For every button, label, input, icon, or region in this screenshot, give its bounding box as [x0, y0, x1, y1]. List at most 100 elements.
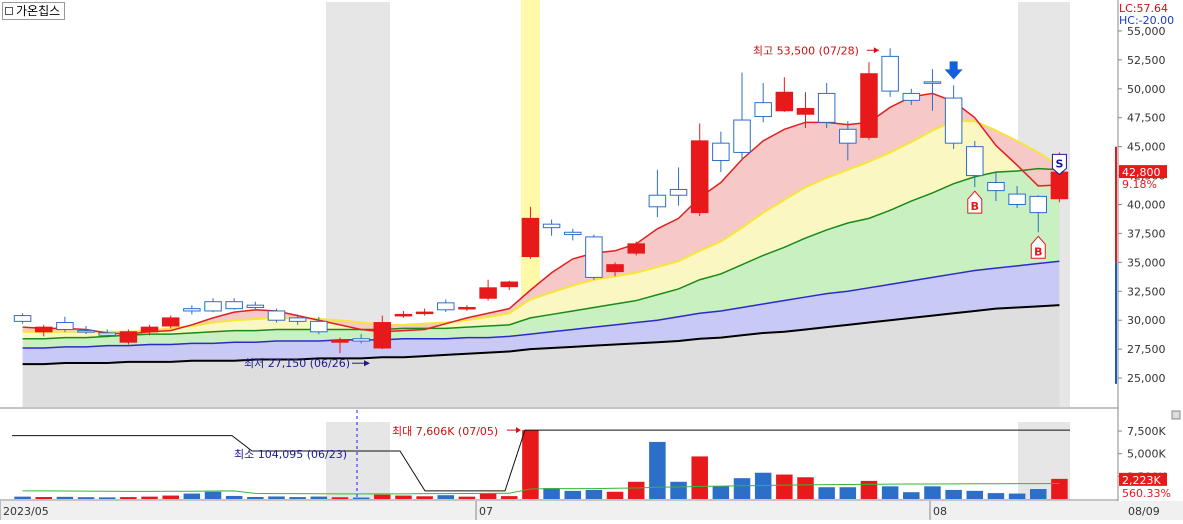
- volume-bar[interactable]: [183, 493, 201, 499]
- volume-bar[interactable]: [479, 493, 497, 499]
- volume-bar[interactable]: [839, 487, 857, 499]
- candle-body[interactable]: [267, 310, 286, 321]
- volume-bar[interactable]: [204, 491, 222, 499]
- candle-body[interactable]: [923, 81, 942, 84]
- volume-bar[interactable]: [501, 496, 518, 499]
- volume-bar[interactable]: [797, 477, 814, 499]
- volume-bar[interactable]: [903, 492, 920, 499]
- volume-bar[interactable]: [77, 497, 95, 499]
- candle-body[interactable]: [881, 55, 899, 92]
- candle-body[interactable]: [119, 331, 138, 343]
- volume-bar[interactable]: [1030, 489, 1047, 499]
- volume-bar[interactable]: [564, 490, 581, 499]
- candle-body[interactable]: [13, 315, 32, 322]
- volume-bar[interactable]: [120, 497, 137, 499]
- candle-body[interactable]: [839, 128, 857, 144]
- candle-body[interactable]: [458, 306, 476, 310]
- candle-body[interactable]: [352, 338, 370, 342]
- volume-bar[interactable]: [881, 486, 899, 499]
- volume-bar[interactable]: [310, 496, 328, 499]
- candle-body[interactable]: [521, 217, 540, 258]
- candle-body[interactable]: [204, 301, 222, 312]
- volume-bar[interactable]: [331, 497, 349, 499]
- candle-body[interactable]: [1029, 195, 1048, 214]
- candle-body[interactable]: [246, 304, 265, 308]
- volume-bar[interactable]: [268, 496, 285, 499]
- volume-bar[interactable]: [437, 495, 455, 499]
- candle-body[interactable]: [161, 317, 180, 327]
- candle-body[interactable]: [796, 107, 815, 115]
- volume-bar[interactable]: [352, 497, 370, 499]
- volume-bar[interactable]: [627, 481, 645, 499]
- candle-body[interactable]: [648, 194, 667, 208]
- candle-body[interactable]: [1008, 193, 1026, 205]
- candle-body[interactable]: [310, 320, 328, 333]
- ticker-title-box[interactable]: 가온칩스: [2, 2, 66, 20]
- candle-body[interactable]: [331, 339, 349, 343]
- candle-body[interactable]: [56, 322, 74, 330]
- candle-body[interactable]: [140, 326, 159, 333]
- candle-body[interactable]: [542, 223, 561, 229]
- candle-body[interactable]: [817, 92, 836, 123]
- volume-bar[interactable]: [225, 495, 243, 499]
- candle-body[interactable]: [944, 97, 963, 144]
- volume-bar[interactable]: [522, 430, 539, 499]
- candle-body[interactable]: [754, 102, 772, 118]
- candle-body[interactable]: [288, 317, 307, 322]
- candle-body[interactable]: [415, 311, 434, 315]
- volume-bar[interactable]: [374, 494, 391, 499]
- volume-bar[interactable]: [35, 497, 52, 499]
- candle-body[interactable]: [437, 302, 455, 311]
- volume-bar[interactable]: [987, 493, 1005, 499]
- volume-bar[interactable]: [966, 490, 984, 499]
- volume-bar[interactable]: [416, 496, 433, 499]
- candle-body[interactable]: [585, 236, 603, 278]
- candle-body[interactable]: [606, 264, 624, 273]
- candle-body[interactable]: [225, 301, 243, 310]
- candle-body[interactable]: [563, 231, 582, 236]
- volume-bar[interactable]: [860, 480, 878, 499]
- volume-bar[interactable]: [691, 456, 708, 499]
- volume-close-icon[interactable]: [1171, 410, 1181, 420]
- candle-body[interactable]: [987, 182, 1005, 192]
- volume-bar[interactable]: [162, 495, 179, 499]
- volume-bar[interactable]: [733, 478, 751, 499]
- volume-bar[interactable]: [543, 488, 560, 499]
- volume-bar[interactable]: [458, 496, 476, 499]
- candle-body[interactable]: [690, 140, 709, 214]
- candle-body[interactable]: [902, 92, 921, 101]
- candle-body[interactable]: [733, 119, 751, 153]
- volume-bar[interactable]: [395, 495, 412, 499]
- collapse-icon[interactable]: [5, 7, 13, 15]
- candle-body[interactable]: [183, 308, 201, 312]
- candle-body[interactable]: [373, 322, 392, 349]
- candle-body[interactable]: [775, 91, 794, 112]
- volume-bar[interactable]: [945, 489, 962, 499]
- volume-bar[interactable]: [1008, 493, 1026, 499]
- volume-bar[interactable]: [670, 481, 687, 499]
- volume-bar[interactable]: [247, 497, 264, 499]
- volume-bar[interactable]: [289, 497, 306, 499]
- candle-body[interactable]: [479, 287, 497, 299]
- volume-bar[interactable]: [606, 491, 624, 499]
- volume-bar[interactable]: [712, 486, 730, 499]
- candle-body[interactable]: [627, 243, 645, 254]
- volume-bar[interactable]: [924, 486, 941, 499]
- volume-bar[interactable]: [1051, 478, 1068, 499]
- volume-bar[interactable]: [14, 496, 31, 499]
- candle-body[interactable]: [500, 281, 519, 288]
- volume-bar[interactable]: [649, 441, 666, 499]
- candle-body[interactable]: [77, 330, 95, 333]
- candle-body[interactable]: [966, 146, 984, 177]
- volume-bar[interactable]: [98, 497, 116, 499]
- candle-body[interactable]: [669, 188, 688, 196]
- candle-body[interactable]: [1050, 171, 1069, 200]
- volume-bar[interactable]: [818, 487, 835, 499]
- volume-bar[interactable]: [776, 474, 793, 499]
- volume-bar[interactable]: [56, 496, 74, 499]
- volume-bar[interactable]: [141, 496, 158, 499]
- volume-bar[interactable]: [585, 489, 603, 499]
- candle-body[interactable]: [860, 73, 878, 138]
